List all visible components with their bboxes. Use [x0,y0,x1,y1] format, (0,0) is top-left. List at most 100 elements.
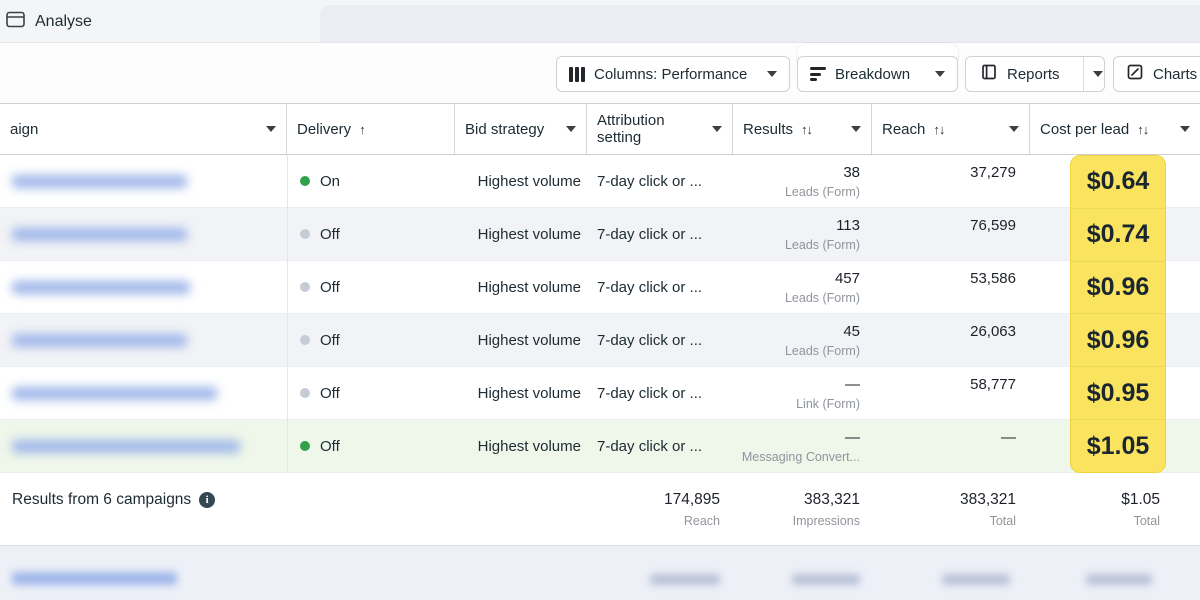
columns-icon [569,66,585,82]
column-header-results[interactable]: Results ↑↓ [733,104,872,154]
cost-value: $0.96 [1071,313,1165,366]
sort-both-icon: ↑↓ [1137,121,1149,137]
chevron-down-icon[interactable] [1009,126,1019,132]
delivery-off-dot [300,282,310,292]
redacted-value [650,574,720,585]
reach-value: 53,586 [970,270,1016,287]
summary-reach-total: 174,895 Reach [587,473,733,545]
results-value: — [845,376,860,393]
reach-value: 37,279 [970,164,1016,181]
column-header-campaign[interactable]: aign [0,104,287,154]
table-row[interactable]: Off Highest volume 7-day click or ... 11… [0,208,1200,261]
chevron-down-icon[interactable] [1180,126,1190,132]
toolbar: Columns: Performance Breakdown Reports [0,43,1200,103]
reports-button[interactable]: Reports [965,56,1105,92]
chevron-down-icon [1093,71,1104,77]
summary-sub-label: Impressions [792,513,860,528]
chevron-down-icon[interactable] [566,126,576,132]
tab-analyse[interactable]: Analyse [0,0,320,43]
campaign-name-redacted[interactable] [12,439,240,453]
tab-strip-background [320,5,1200,42]
summary-value: 174,895 [663,490,720,508]
results-type: Leads (Form) [784,185,860,199]
delivery-status: On [320,172,341,190]
reports-button-main[interactable]: Reports [966,57,1074,91]
campaign-name-redacted[interactable] [12,333,187,347]
delivery-on-dot [300,176,310,186]
table-row-redacted[interactable] [0,546,1200,600]
summary-cost-total: $1.05 Total [1030,473,1200,545]
campaign-header-label: aign [10,120,39,138]
results-header-label: Results [743,120,794,138]
delivery-status: Off [320,384,340,402]
reports-dropdown-arrow[interactable] [1093,57,1104,91]
campaign-name-redacted[interactable] [12,174,187,188]
chevron-down-icon[interactable] [851,126,861,132]
delivery-off-dot [300,335,310,345]
reports-button-label: Reports [1007,65,1060,83]
delivery-status: Off [320,331,340,349]
reach-value: — [1001,429,1016,446]
results-type: Leads (Form) [784,344,860,358]
bid-strategy-value: Highest volume [477,225,581,243]
redacted-value [792,574,860,585]
campaign-name-redacted[interactable] [12,572,177,585]
tab-strip: Analyse [0,0,1200,43]
cost-value: $0.95 [1071,366,1165,419]
results-type: Leads (Form) [784,291,860,305]
charts-button[interactable]: Charts [1113,56,1200,92]
reach-value: 58,777 [970,376,1016,393]
results-value: 38 [843,164,860,181]
column-header-delivery[interactable]: Delivery ↑ [287,104,455,154]
results-type: Messaging Convert... [741,450,860,464]
chevron-down-icon[interactable] [266,126,276,132]
breakdown-button[interactable]: Breakdown [797,56,958,92]
summary-value: 383,321 [959,490,1016,508]
bid-strategy-value: Highest volume [477,172,581,190]
column-header-reach[interactable]: Reach ↑↓ [872,104,1030,154]
reach-header-label: Reach [882,120,926,138]
table-row[interactable]: Off Highest volume 7-day click or ... 45… [0,261,1200,314]
column-header-cost-per-lead[interactable]: Cost per lead ↑↓ [1030,104,1200,154]
attribution-value: 7-day click or ... [597,172,703,190]
cost-header-label: Cost per lead [1040,120,1130,138]
attribution-value: 7-day click or ... [597,437,703,455]
summary-value: $1.05 [1121,490,1160,508]
campaign-name-redacted[interactable] [12,280,190,294]
redacted-value [1086,574,1152,585]
results-value: — [845,429,860,446]
attribution-value: 7-day click or ... [597,225,703,243]
bid-header-label: Bid strategy [465,120,545,138]
info-icon[interactable]: i [199,492,216,508]
summary-row: Results from 6 campaigns i 174,895 Reach… [0,473,1200,546]
column-header-bid-strategy[interactable]: Bid strategy [455,104,587,154]
sort-asc-icon: ↑ [359,121,365,137]
summary-label: Results from 6 campaigns [12,491,192,508]
delivery-off-dot [300,229,310,239]
chevron-down-icon[interactable] [712,126,722,132]
summary-impressions-total: 383,321 Impressions [733,473,872,545]
attribution-header-label: Attribution setting [597,111,665,146]
delivery-header-label: Delivery [297,120,352,138]
redacted-value [942,574,1010,585]
table-row-selected[interactable]: Off Highest volume 7-day click or ... — M… [0,420,1200,473]
delivery-on-dot [300,441,310,451]
sort-both-icon: ↑↓ [801,121,813,137]
summary-reach-column-total: 383,321 Total [872,473,1030,545]
columns-button-label: Columns: Performance [594,65,748,83]
summary-sub-label: Total [1133,513,1160,528]
campaign-name-redacted[interactable] [12,227,187,241]
tab-analyse-label: Analyse [35,12,92,30]
chevron-down-icon [767,71,777,77]
breakdown-button-label: Breakdown [835,65,911,83]
attribution-value: 7-day click or ... [597,278,703,296]
campaign-name-redacted[interactable] [12,386,217,400]
columns-button[interactable]: Columns: Performance [556,56,790,92]
table-row[interactable]: Off Highest volume 7-day click or ... 45… [0,314,1200,367]
table-row[interactable]: Off Highest volume 7-day click or ... — L… [0,367,1200,420]
summary-sub-label: Total [989,513,1016,528]
column-header-attribution[interactable]: Attribution setting [587,104,733,154]
results-value: 457 [834,270,860,287]
column-divider [287,155,288,600]
table-row[interactable]: On Highest volume 7-day click or ... 38 L… [0,155,1200,208]
